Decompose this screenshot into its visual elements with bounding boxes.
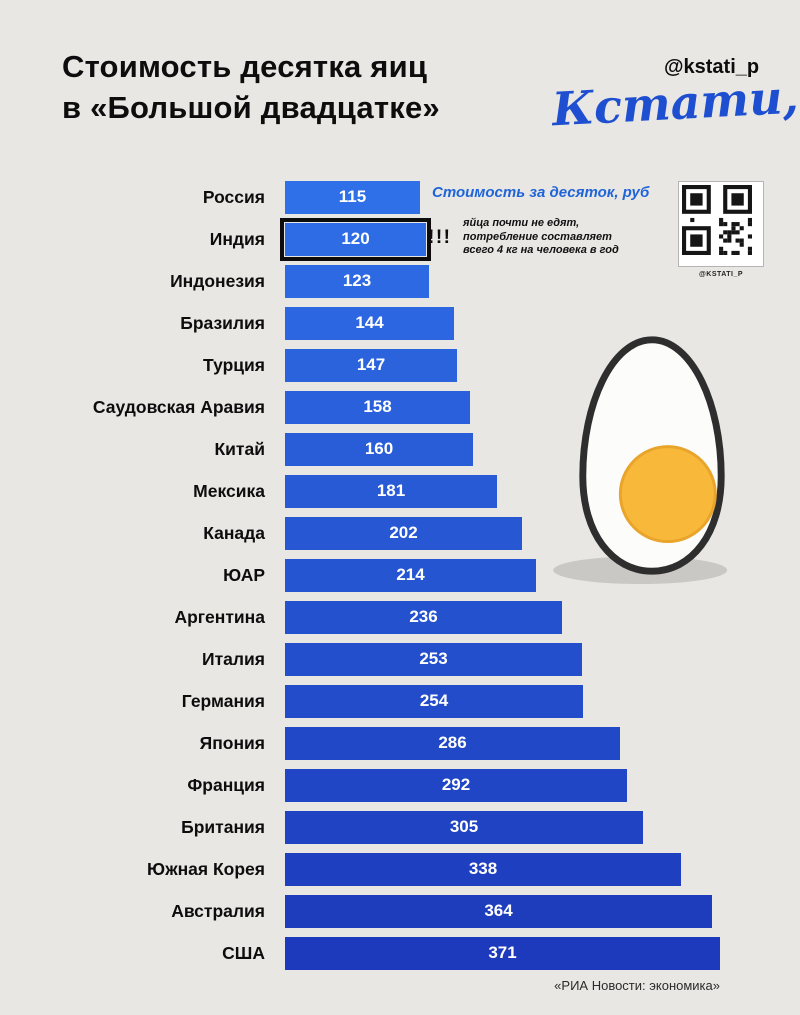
country-label: Канада	[203, 522, 265, 543]
country-label: Южная Корея	[146, 858, 265, 879]
bar: 144	[285, 306, 454, 340]
bar: 305	[285, 810, 643, 844]
chart-row: Аргентина 236	[0, 596, 800, 638]
title-line-2: в «Большой двадцатке»	[62, 90, 440, 125]
bar-value: 158	[363, 397, 392, 416]
bar-value: 364	[484, 901, 513, 920]
qr-code: @KSTATI_P	[678, 181, 764, 278]
bar: 364	[285, 894, 712, 928]
chart-row: Австралия 364	[0, 890, 800, 932]
bar-value: 286	[438, 733, 467, 752]
page-title: Стоимость десятка яиц в «Большой двадцат…	[62, 46, 440, 128]
bar: 181	[285, 474, 497, 508]
country-label: Индонезия	[170, 270, 265, 291]
chart-row: Бразилия 144	[0, 302, 800, 344]
chart-row: Китай 160	[0, 428, 800, 470]
chart-row: Италия 253	[0, 638, 800, 680]
bar-value: 120	[341, 229, 370, 248]
bar: 202	[285, 516, 522, 550]
country-label: ЮАР	[223, 564, 265, 585]
country-label: Британия	[181, 816, 265, 837]
brand-logo: Кстати,	[550, 69, 800, 137]
chart-row: Канада 202	[0, 512, 800, 554]
bar-value: 181	[376, 481, 406, 500]
bar: 253	[285, 642, 582, 676]
country-label: Япония	[199, 732, 265, 753]
qr-image	[678, 181, 764, 267]
axis-unit-label: Стоимость за десяток, руб	[432, 184, 650, 201]
bar-value: 160	[364, 439, 394, 458]
chart-row: США 371	[0, 932, 800, 974]
bar-value: 144	[355, 313, 384, 332]
country-label: Мексика	[193, 480, 265, 501]
bar-value: 292	[441, 775, 471, 794]
bar: 160	[285, 432, 473, 466]
bar-value: 305	[449, 817, 479, 836]
bar: 236	[285, 600, 562, 634]
country-label: Россия	[202, 186, 265, 207]
chart-row: Британия 305	[0, 806, 800, 848]
bar-value: 338	[468, 859, 498, 878]
bar: 371	[285, 936, 720, 970]
country-label: Аргентина	[174, 606, 265, 627]
country-label: Италия	[202, 648, 265, 669]
chart-row: Япония 286	[0, 722, 800, 764]
chart-row: Германия 254	[0, 680, 800, 722]
bar-value: 115	[338, 187, 367, 206]
bar-value: 371	[488, 943, 517, 962]
chart-row: Саудовская Аравия 158	[0, 386, 800, 428]
chart-row: Индия 120	[0, 217, 800, 261]
chart-row: Мексика 181	[0, 470, 800, 512]
qr-pattern	[682, 185, 752, 255]
source-credit: «РИА Новости: экономика»	[554, 978, 720, 993]
bar: 120	[280, 217, 431, 261]
bar: 292	[285, 768, 627, 802]
chart-row: Россия 115	[0, 176, 800, 218]
country-label: Бразилия	[180, 312, 265, 333]
bar-value: 214	[396, 565, 425, 584]
bar: 147	[285, 348, 457, 382]
bar: 214	[285, 558, 536, 592]
country-label: Турция	[203, 354, 265, 375]
bar-value: 147	[356, 355, 386, 374]
country-label: Германия	[181, 690, 265, 711]
boiled-egg-icon	[553, 336, 728, 585]
qr-caption: @KSTATI_P	[698, 271, 744, 278]
bar-value: 202	[389, 523, 418, 542]
chart-row: Турция 147	[0, 344, 800, 386]
egg-yolk	[618, 445, 717, 544]
bar: 254	[285, 684, 583, 718]
bar: 115	[285, 180, 420, 214]
country-label: Китай	[214, 438, 265, 459]
chart-row: Индонезия 123	[0, 260, 800, 302]
bar-value: 123	[342, 271, 372, 290]
chart-row: Франция 292	[0, 764, 800, 806]
annotation-text: яйца почти не едят, потребление составля…	[463, 217, 619, 256]
bar: 286	[285, 726, 620, 760]
bar-value: 253	[419, 649, 448, 668]
chart-row: ЮАР 214	[0, 554, 800, 596]
bar: 338	[285, 852, 681, 886]
country-label: Франция	[187, 774, 265, 795]
bar-value: 254	[419, 691, 449, 710]
bar: 123	[285, 264, 429, 298]
country-label: Саудовская Аравия	[92, 396, 265, 417]
bar-chart: Россия 115 Индия 120 Индонезия 123 Бразилия 144…	[0, 176, 800, 974]
country-label: США	[222, 942, 265, 963]
country-label: Австралия	[171, 900, 265, 921]
chart-row: Южная Корея 338	[0, 848, 800, 890]
bar-value: 236	[409, 607, 438, 626]
exclamation-annotation: !!!	[428, 227, 452, 248]
egg-illustration	[553, 326, 751, 593]
country-label: Индия	[209, 228, 265, 249]
social-handle: @kstati_p	[664, 56, 760, 78]
bar: 158	[285, 390, 470, 424]
title-line-1: Стоимость десятка яиц	[62, 49, 428, 84]
